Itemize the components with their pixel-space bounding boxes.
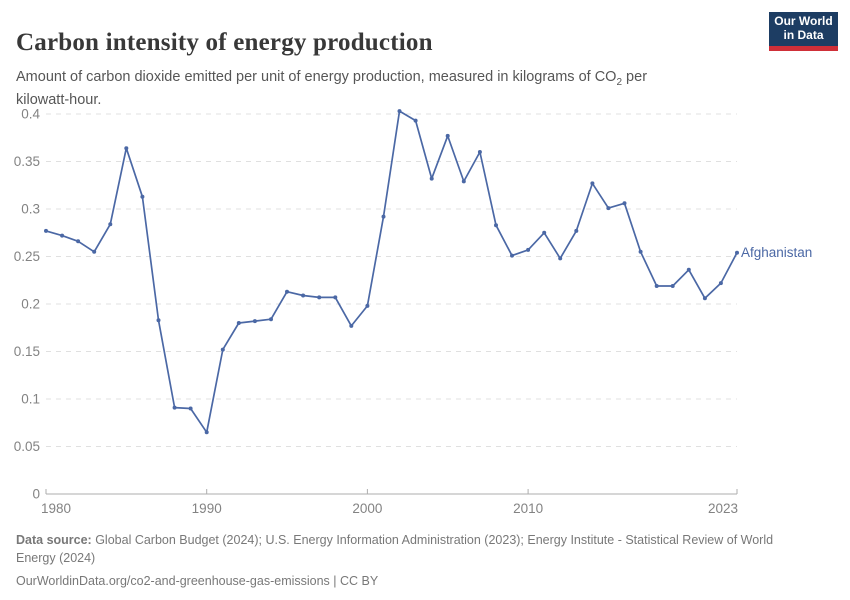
data-point-marker[interactable] bbox=[60, 233, 65, 238]
data-point-marker[interactable] bbox=[638, 249, 643, 254]
subtitle-subscript: 2 bbox=[616, 76, 623, 88]
y-tick-label: 0.4 bbox=[21, 107, 40, 122]
data-point-marker[interactable] bbox=[735, 250, 739, 255]
chart-subtitle: Amount of carbon dioxide emitted per uni… bbox=[16, 67, 696, 111]
data-point-marker[interactable] bbox=[445, 133, 450, 138]
owid-logo-text: Our World in Data bbox=[774, 14, 833, 43]
data-point-marker[interactable] bbox=[108, 222, 113, 227]
data-point-marker[interactable] bbox=[477, 150, 482, 154]
data-point-marker[interactable] bbox=[365, 303, 370, 308]
owid-logo[interactable]: Our World in Data bbox=[769, 12, 838, 51]
y-tick-label: 0.35 bbox=[14, 154, 40, 169]
data-point-marker[interactable] bbox=[670, 284, 675, 288]
data-point-marker[interactable] bbox=[510, 253, 514, 258]
footer-license: | CC BY bbox=[329, 574, 379, 588]
data-point-marker[interactable] bbox=[381, 214, 386, 219]
data-point-marker[interactable] bbox=[606, 206, 611, 211]
data-point-marker[interactable] bbox=[397, 109, 402, 114]
chart-svg[interactable]: 0 0.05 0.1 0.15 0.2 0.25 0.3 0.35 0.4 1980 1990 200… bbox=[0, 95, 850, 525]
chart-footer: Data source: Global Carbon Budget (2024)… bbox=[16, 531, 811, 590]
data-point-marker[interactable] bbox=[92, 249, 97, 254]
y-tick-label: 0.2 bbox=[21, 297, 40, 312]
data-point-marker[interactable] bbox=[269, 317, 273, 322]
data-point-marker[interactable] bbox=[252, 319, 257, 324]
data-point-marker[interactable] bbox=[494, 223, 498, 228]
data-point-marker[interactable] bbox=[220, 347, 225, 352]
owid-logo-line1: Our World bbox=[774, 14, 833, 29]
x-tick-label: 1990 bbox=[192, 501, 222, 516]
data-point-marker[interactable] bbox=[542, 230, 547, 235]
data-point-marker[interactable] bbox=[285, 289, 289, 294]
series-entity-label[interactable]: Afghanistan bbox=[741, 245, 812, 260]
page-title: Carbon intensity of energy production bbox=[16, 28, 433, 56]
y-tick-label: 0.3 bbox=[21, 202, 40, 217]
data-point-marker[interactable] bbox=[156, 318, 161, 323]
chart-area[interactable]: 0 0.05 0.1 0.15 0.2 0.25 0.3 0.35 0.4 1980 1990 200… bbox=[0, 95, 850, 525]
data-point-marker[interactable] bbox=[429, 176, 434, 181]
data-point-marker[interactable] bbox=[558, 256, 563, 261]
data-point-marker[interactable] bbox=[349, 323, 354, 328]
data-point-marker[interactable] bbox=[654, 284, 659, 288]
y-tick-label: 0.25 bbox=[14, 249, 40, 264]
data-point-marker[interactable] bbox=[44, 228, 48, 233]
data-point-marker[interactable] bbox=[236, 321, 241, 325]
data-point-marker[interactable] bbox=[718, 281, 723, 286]
data-point-marker[interactable] bbox=[140, 194, 145, 199]
data-point-marker[interactable] bbox=[526, 247, 531, 252]
x-tick-label: 2010 bbox=[513, 501, 543, 516]
footer-url-link[interactable]: OurWorldinData.org/co2-and-greenhouse-ga… bbox=[16, 574, 330, 588]
y-tick-label: 0.05 bbox=[14, 439, 40, 454]
subtitle-text: Amount of carbon dioxide emitted per uni… bbox=[16, 68, 617, 85]
y-tick-label: 0.15 bbox=[14, 344, 40, 359]
y-tick-label: 0 bbox=[32, 487, 40, 502]
data-point-marker[interactable] bbox=[204, 430, 209, 435]
footer-url-line: OurWorldinData.org/co2-and-greenhouse-ga… bbox=[16, 572, 811, 590]
x-tick-label: 2000 bbox=[352, 501, 382, 516]
data-source-label: Data source: bbox=[16, 533, 92, 547]
data-point-marker[interactable] bbox=[172, 405, 177, 410]
x-tick-label: 1980 bbox=[41, 501, 71, 516]
data-point-marker[interactable] bbox=[188, 406, 193, 411]
data-point-marker[interactable] bbox=[124, 146, 129, 151]
y-tick-label: 0.1 bbox=[21, 392, 40, 407]
data-point-marker[interactable] bbox=[76, 239, 81, 244]
series-line[interactable] bbox=[45, 110, 738, 434]
data-point-marker[interactable] bbox=[301, 293, 306, 298]
data-source-text: Global Carbon Budget (2024); U.S. Energy… bbox=[16, 533, 774, 565]
data-point-marker[interactable] bbox=[413, 118, 418, 123]
data-source-note: Data source: Global Carbon Budget (2024)… bbox=[16, 531, 811, 567]
data-point-marker[interactable] bbox=[702, 296, 707, 301]
x-tick-label: 2023 bbox=[708, 501, 738, 516]
data-point-marker[interactable] bbox=[317, 295, 322, 300]
owid-logo-line2: in Data bbox=[783, 28, 824, 42]
subtitle-text-suffix: per kilowatt-hour. bbox=[16, 68, 648, 108]
data-point-marker[interactable] bbox=[333, 295, 338, 300]
data-point-marker[interactable] bbox=[622, 201, 627, 206]
data-point-marker[interactable] bbox=[590, 181, 595, 186]
data-point-marker[interactable] bbox=[686, 267, 691, 272]
data-point-marker[interactable] bbox=[461, 179, 466, 184]
data-point-marker[interactable] bbox=[574, 228, 579, 233]
